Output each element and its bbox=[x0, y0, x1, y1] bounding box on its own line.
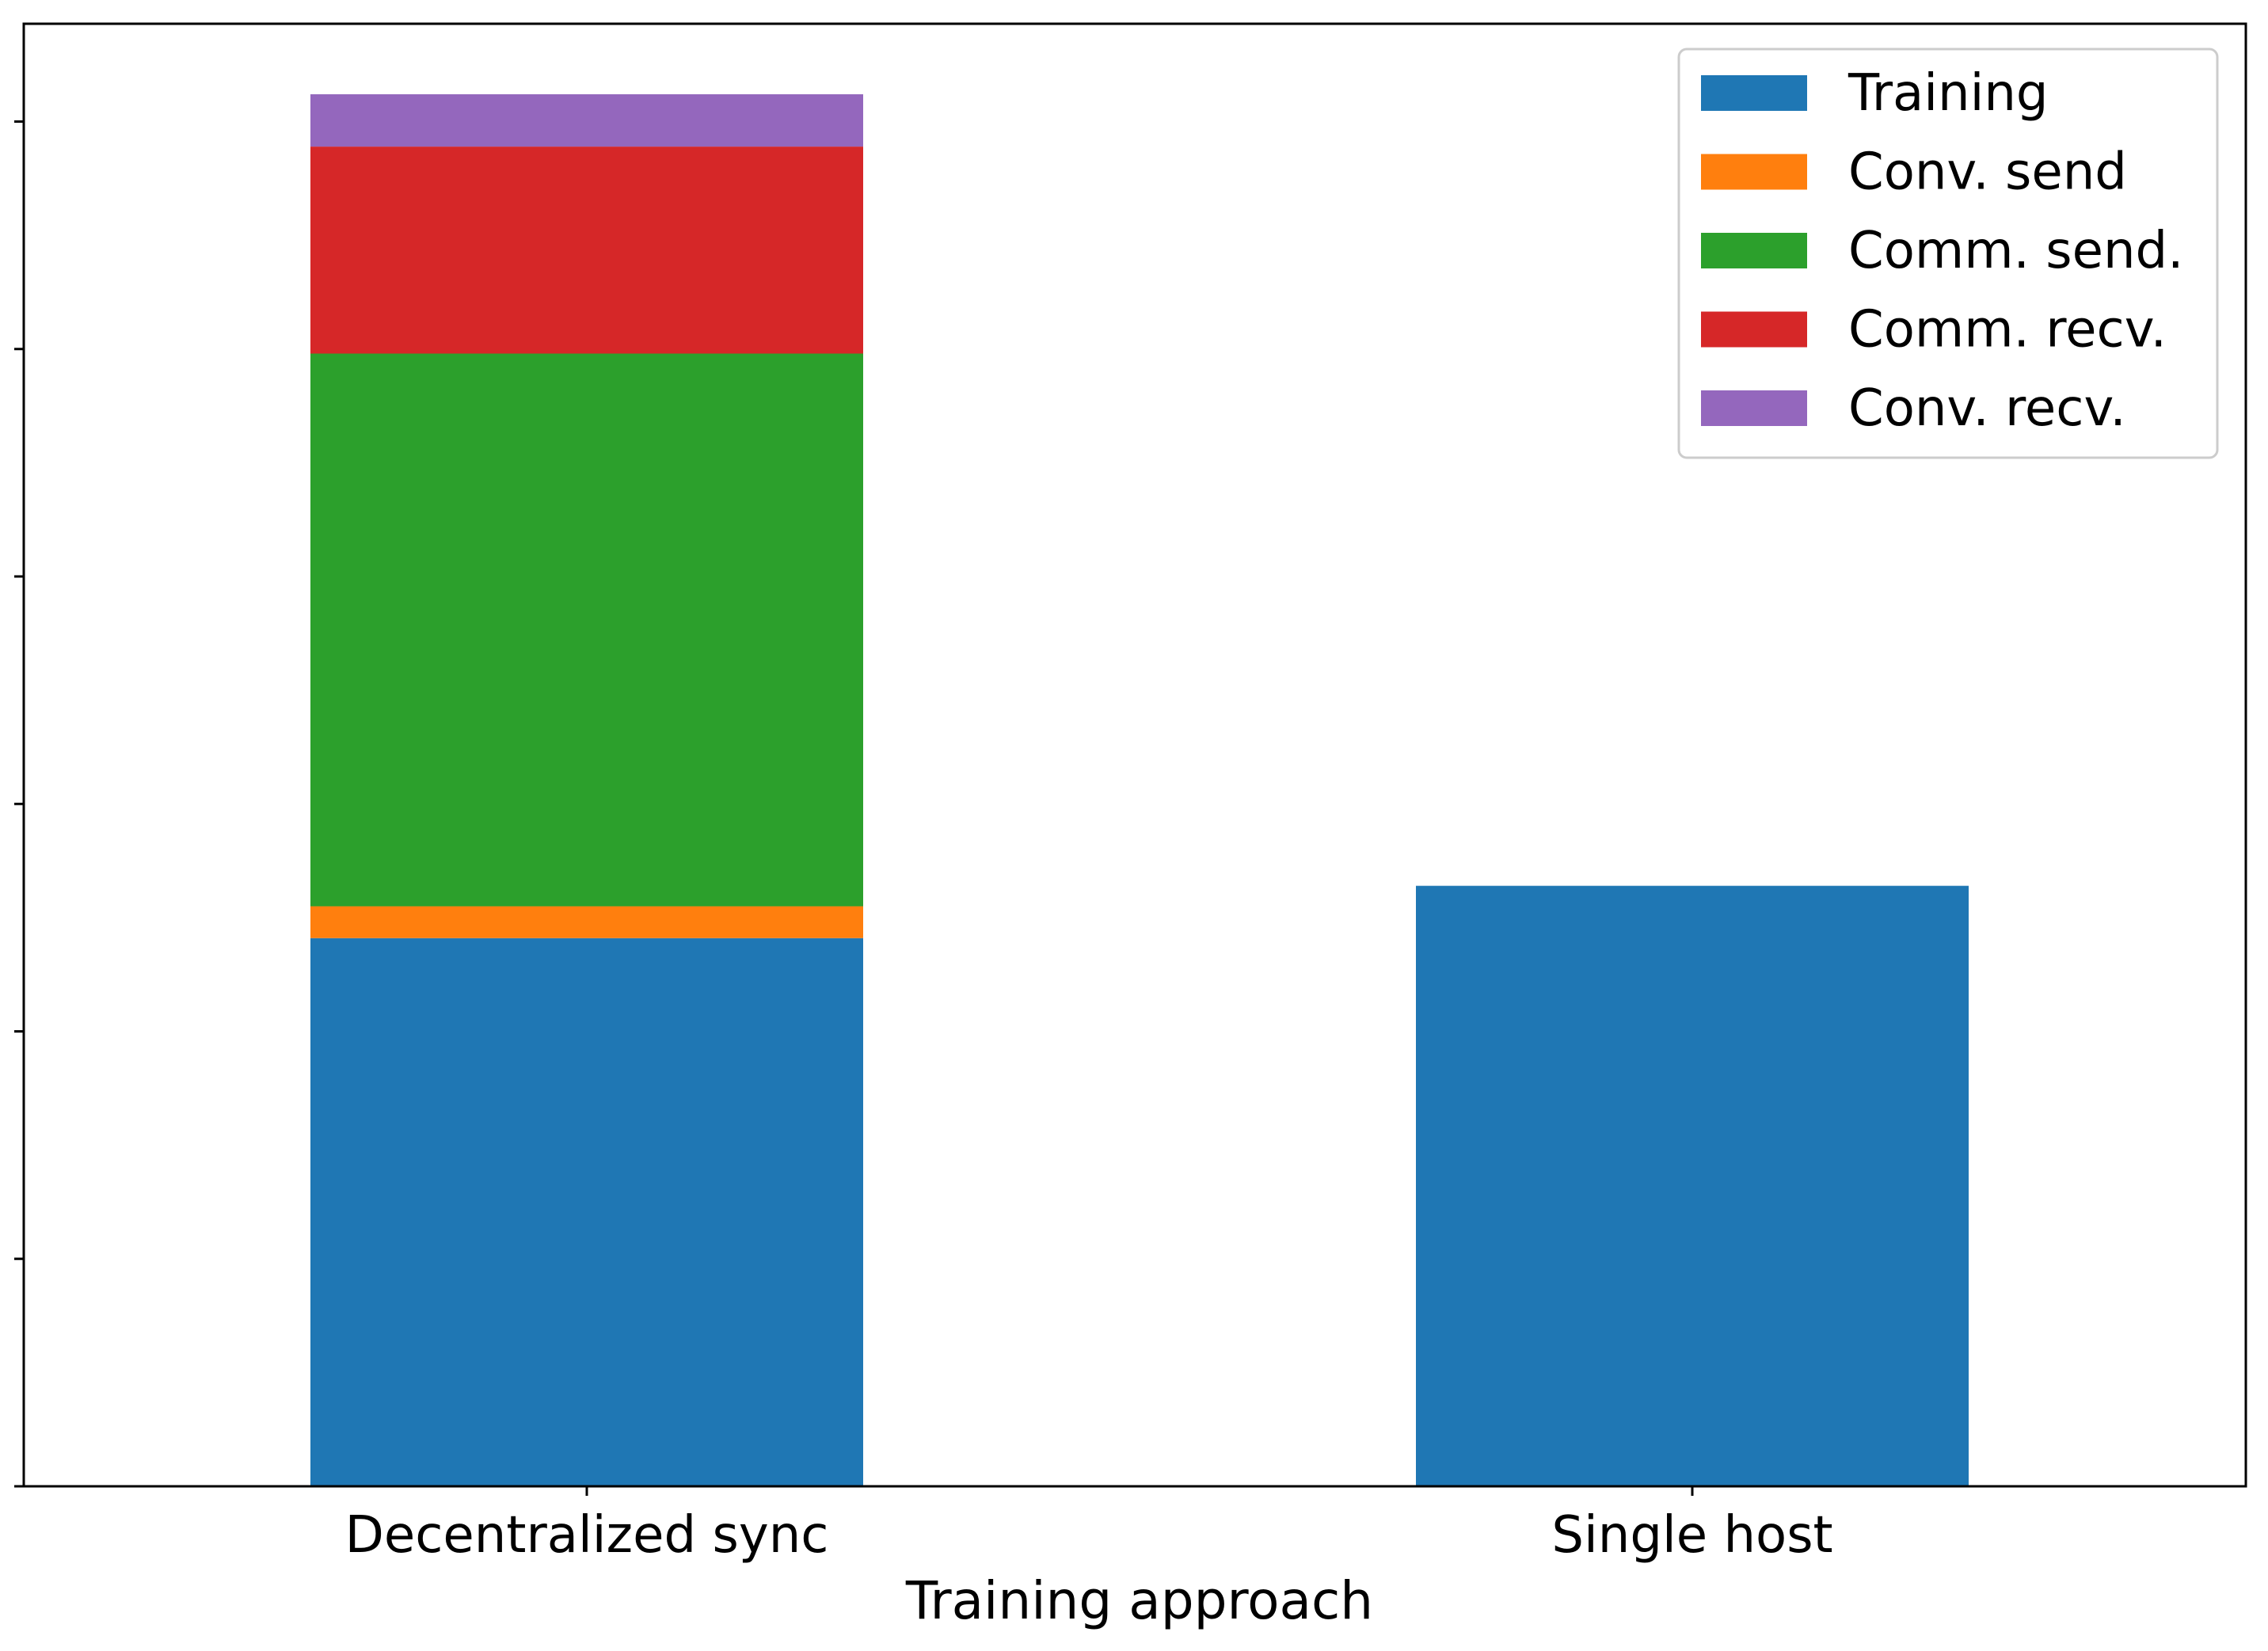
x-tick-label: Decentralized sync bbox=[345, 1506, 829, 1565]
bar-0-conv-recv bbox=[310, 94, 863, 147]
bars-group bbox=[310, 94, 1969, 1486]
legend-entry-label: Conv. send bbox=[1848, 143, 2127, 202]
bar-0-training bbox=[310, 938, 863, 1486]
y-ticks-group bbox=[14, 120, 24, 1488]
plot-frame bbox=[22, 22, 2247, 1488]
bar-0-conv-send bbox=[310, 906, 863, 938]
legend-swatch bbox=[1701, 154, 1807, 190]
legend-swatch bbox=[1701, 75, 1807, 111]
x-axis-label: Training approach bbox=[905, 1570, 1373, 1631]
legend: Training Conv. send Comm. send. Comm. recv.… bbox=[1677, 48, 2219, 459]
legend-entry-label: Comm. send. bbox=[1848, 222, 2183, 280]
legend-swatch bbox=[1701, 233, 1807, 268]
x-tick-label: Single host bbox=[1551, 1506, 1832, 1565]
legend-swatch bbox=[1701, 311, 1807, 348]
bar-1-training bbox=[1416, 885, 1969, 1486]
legend-entry-label: Conv. recv. bbox=[1848, 379, 2126, 438]
legend-entry-label: Comm. recv. bbox=[1848, 301, 2167, 359]
legend-frame bbox=[1677, 48, 2219, 459]
bar-0-comm-recv bbox=[310, 146, 863, 354]
legend-swatch bbox=[1701, 390, 1807, 426]
x-ticks-group: Decentralized sync Single host bbox=[345, 1486, 1833, 1565]
legend-entry-label: Training bbox=[1848, 64, 2049, 123]
bar-0-comm-send bbox=[310, 353, 863, 907]
